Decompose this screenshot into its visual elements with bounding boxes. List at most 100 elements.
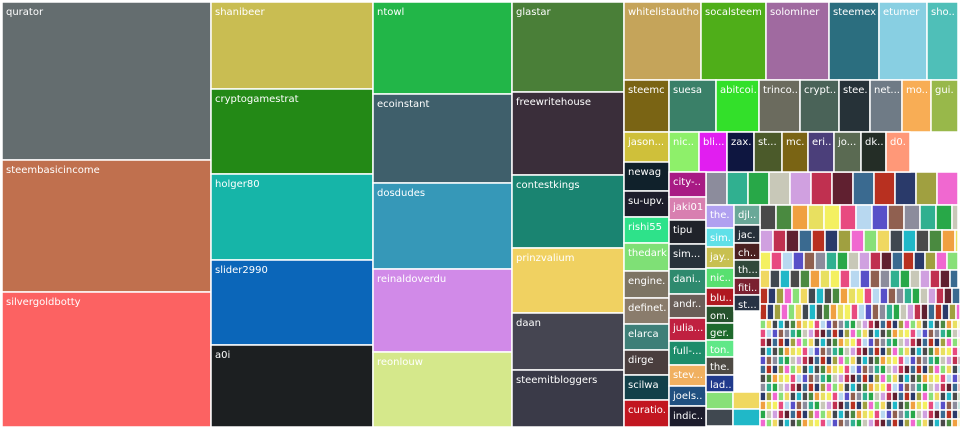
treemap-tile-small[interactable] bbox=[771, 400, 779, 411]
treemap-tile[interactable] bbox=[1, 291, 212, 428]
treemap-tile-small[interactable] bbox=[927, 373, 935, 384]
treemap-tile-small[interactable] bbox=[777, 337, 785, 348]
treemap-tile-small[interactable] bbox=[927, 400, 935, 411]
treemap-tile-small[interactable] bbox=[819, 391, 827, 402]
treemap-tile-small[interactable] bbox=[795, 400, 803, 411]
treemap-tile-small[interactable] bbox=[903, 328, 911, 339]
treemap-tile-small[interactable] bbox=[945, 400, 953, 411]
treemap-tile-small[interactable] bbox=[777, 319, 785, 330]
treemap-tile-small[interactable] bbox=[873, 319, 881, 330]
treemap-tile-small[interactable] bbox=[801, 409, 809, 420]
treemap-tile-small[interactable] bbox=[909, 373, 917, 384]
treemap-tile[interactable] bbox=[623, 190, 670, 218]
treemap-tile-small[interactable] bbox=[789, 364, 797, 375]
treemap-tile-small[interactable] bbox=[831, 391, 839, 402]
treemap-tile[interactable] bbox=[668, 196, 707, 221]
treemap-tile-small[interactable] bbox=[873, 328, 881, 339]
treemap-tile-small[interactable] bbox=[825, 319, 833, 330]
treemap-tile-small[interactable] bbox=[819, 269, 831, 289]
treemap-tile[interactable] bbox=[511, 91, 625, 176]
treemap-tile-small[interactable] bbox=[934, 303, 943, 321]
treemap-tile-small[interactable] bbox=[837, 337, 845, 348]
treemap-tile-small[interactable] bbox=[765, 391, 773, 402]
treemap-tile-small[interactable] bbox=[855, 355, 863, 366]
treemap-tile-small[interactable] bbox=[789, 418, 797, 428]
treemap-tile-small[interactable] bbox=[951, 418, 959, 428]
treemap-tile-small[interactable] bbox=[903, 337, 911, 348]
treemap-tile-small[interactable] bbox=[801, 418, 809, 428]
treemap-tile-small[interactable] bbox=[879, 391, 887, 402]
treemap-tile-small[interactable] bbox=[855, 337, 863, 348]
treemap-tile-small[interactable] bbox=[837, 418, 845, 428]
treemap-tile-small[interactable] bbox=[783, 391, 791, 402]
treemap-tile-small[interactable] bbox=[771, 337, 779, 348]
treemap-tile-small[interactable] bbox=[939, 269, 951, 289]
treemap-tile-small[interactable] bbox=[873, 171, 896, 206]
treemap-tile-small[interactable] bbox=[929, 269, 941, 289]
treemap-tile-small[interactable] bbox=[861, 364, 869, 375]
treemap-tile[interactable] bbox=[668, 243, 707, 270]
treemap-tile-small[interactable] bbox=[829, 269, 841, 289]
treemap-tile[interactable] bbox=[210, 1, 374, 90]
treemap-tile-small[interactable] bbox=[861, 391, 869, 402]
treemap-tile-small[interactable] bbox=[839, 269, 851, 289]
treemap-tile-small[interactable] bbox=[843, 391, 851, 402]
treemap-tile-small[interactable] bbox=[927, 364, 935, 375]
treemap-tile-small[interactable] bbox=[941, 303, 950, 321]
treemap-tile-small[interactable] bbox=[771, 319, 779, 330]
treemap-tile-small[interactable] bbox=[919, 204, 937, 231]
treemap-tile-small[interactable] bbox=[861, 328, 869, 339]
treemap-tile-small[interactable] bbox=[849, 373, 857, 384]
treemap-tile-small[interactable] bbox=[813, 364, 821, 375]
treemap-tile-small[interactable] bbox=[777, 346, 785, 357]
treemap-tile-small[interactable] bbox=[933, 391, 941, 402]
treemap-tile-small[interactable] bbox=[849, 382, 857, 393]
treemap-tile[interactable] bbox=[668, 317, 707, 342]
treemap-tile-small[interactable] bbox=[825, 418, 833, 428]
treemap-tile-small[interactable] bbox=[807, 319, 815, 330]
treemap-tile-small[interactable] bbox=[819, 337, 827, 348]
treemap-tile-small[interactable] bbox=[927, 391, 935, 402]
treemap-tile-small[interactable] bbox=[795, 391, 803, 402]
treemap-tile-small[interactable] bbox=[813, 400, 821, 411]
treemap-tile-small[interactable] bbox=[915, 364, 923, 375]
treemap-tile-small[interactable] bbox=[936, 171, 959, 206]
treemap-tile-small[interactable] bbox=[813, 409, 821, 420]
treemap-tile-small[interactable] bbox=[801, 364, 809, 375]
treemap-tile[interactable] bbox=[860, 131, 887, 173]
treemap-tile-small[interactable] bbox=[801, 319, 809, 330]
treemap-tile-small[interactable] bbox=[921, 337, 929, 348]
treemap-tile-small[interactable] bbox=[873, 364, 881, 375]
treemap-tile-small[interactable] bbox=[795, 382, 803, 393]
treemap-tile-small[interactable] bbox=[897, 355, 905, 366]
treemap-tile-small[interactable] bbox=[867, 328, 875, 339]
treemap-tile-small[interactable] bbox=[855, 409, 863, 420]
treemap-tile-small[interactable] bbox=[807, 400, 815, 411]
treemap-tile-small[interactable] bbox=[823, 204, 841, 231]
treemap-tile-small[interactable] bbox=[813, 355, 821, 366]
treemap-tile-small[interactable] bbox=[873, 418, 881, 428]
treemap-tile-small[interactable] bbox=[813, 418, 821, 428]
treemap-tile-small[interactable] bbox=[837, 319, 845, 330]
treemap-tile-small[interactable] bbox=[795, 373, 803, 384]
treemap-tile-small[interactable] bbox=[935, 204, 953, 231]
treemap-tile[interactable] bbox=[705, 339, 735, 358]
treemap-tile-small[interactable] bbox=[885, 364, 893, 375]
treemap-tile-small[interactable] bbox=[825, 364, 833, 375]
treemap-tile-small[interactable] bbox=[831, 418, 839, 428]
treemap-tile-small[interactable] bbox=[879, 373, 887, 384]
treemap-tile-small[interactable] bbox=[855, 287, 865, 305]
treemap-tile[interactable] bbox=[623, 349, 670, 376]
treemap-tile-small[interactable] bbox=[837, 400, 845, 411]
treemap-tile-small[interactable] bbox=[957, 418, 960, 428]
treemap-tile-small[interactable] bbox=[801, 400, 809, 411]
treemap-tile-small[interactable] bbox=[915, 418, 923, 428]
treemap-tile[interactable] bbox=[210, 173, 374, 261]
treemap-tile-small[interactable] bbox=[837, 328, 845, 339]
treemap-tile-small[interactable] bbox=[939, 409, 947, 420]
treemap-tile-small[interactable] bbox=[829, 303, 838, 321]
treemap-tile-small[interactable] bbox=[873, 355, 881, 366]
treemap-tile-small[interactable] bbox=[813, 328, 821, 339]
treemap-tile-small[interactable] bbox=[789, 337, 797, 348]
treemap-tile-small[interactable] bbox=[789, 171, 812, 206]
